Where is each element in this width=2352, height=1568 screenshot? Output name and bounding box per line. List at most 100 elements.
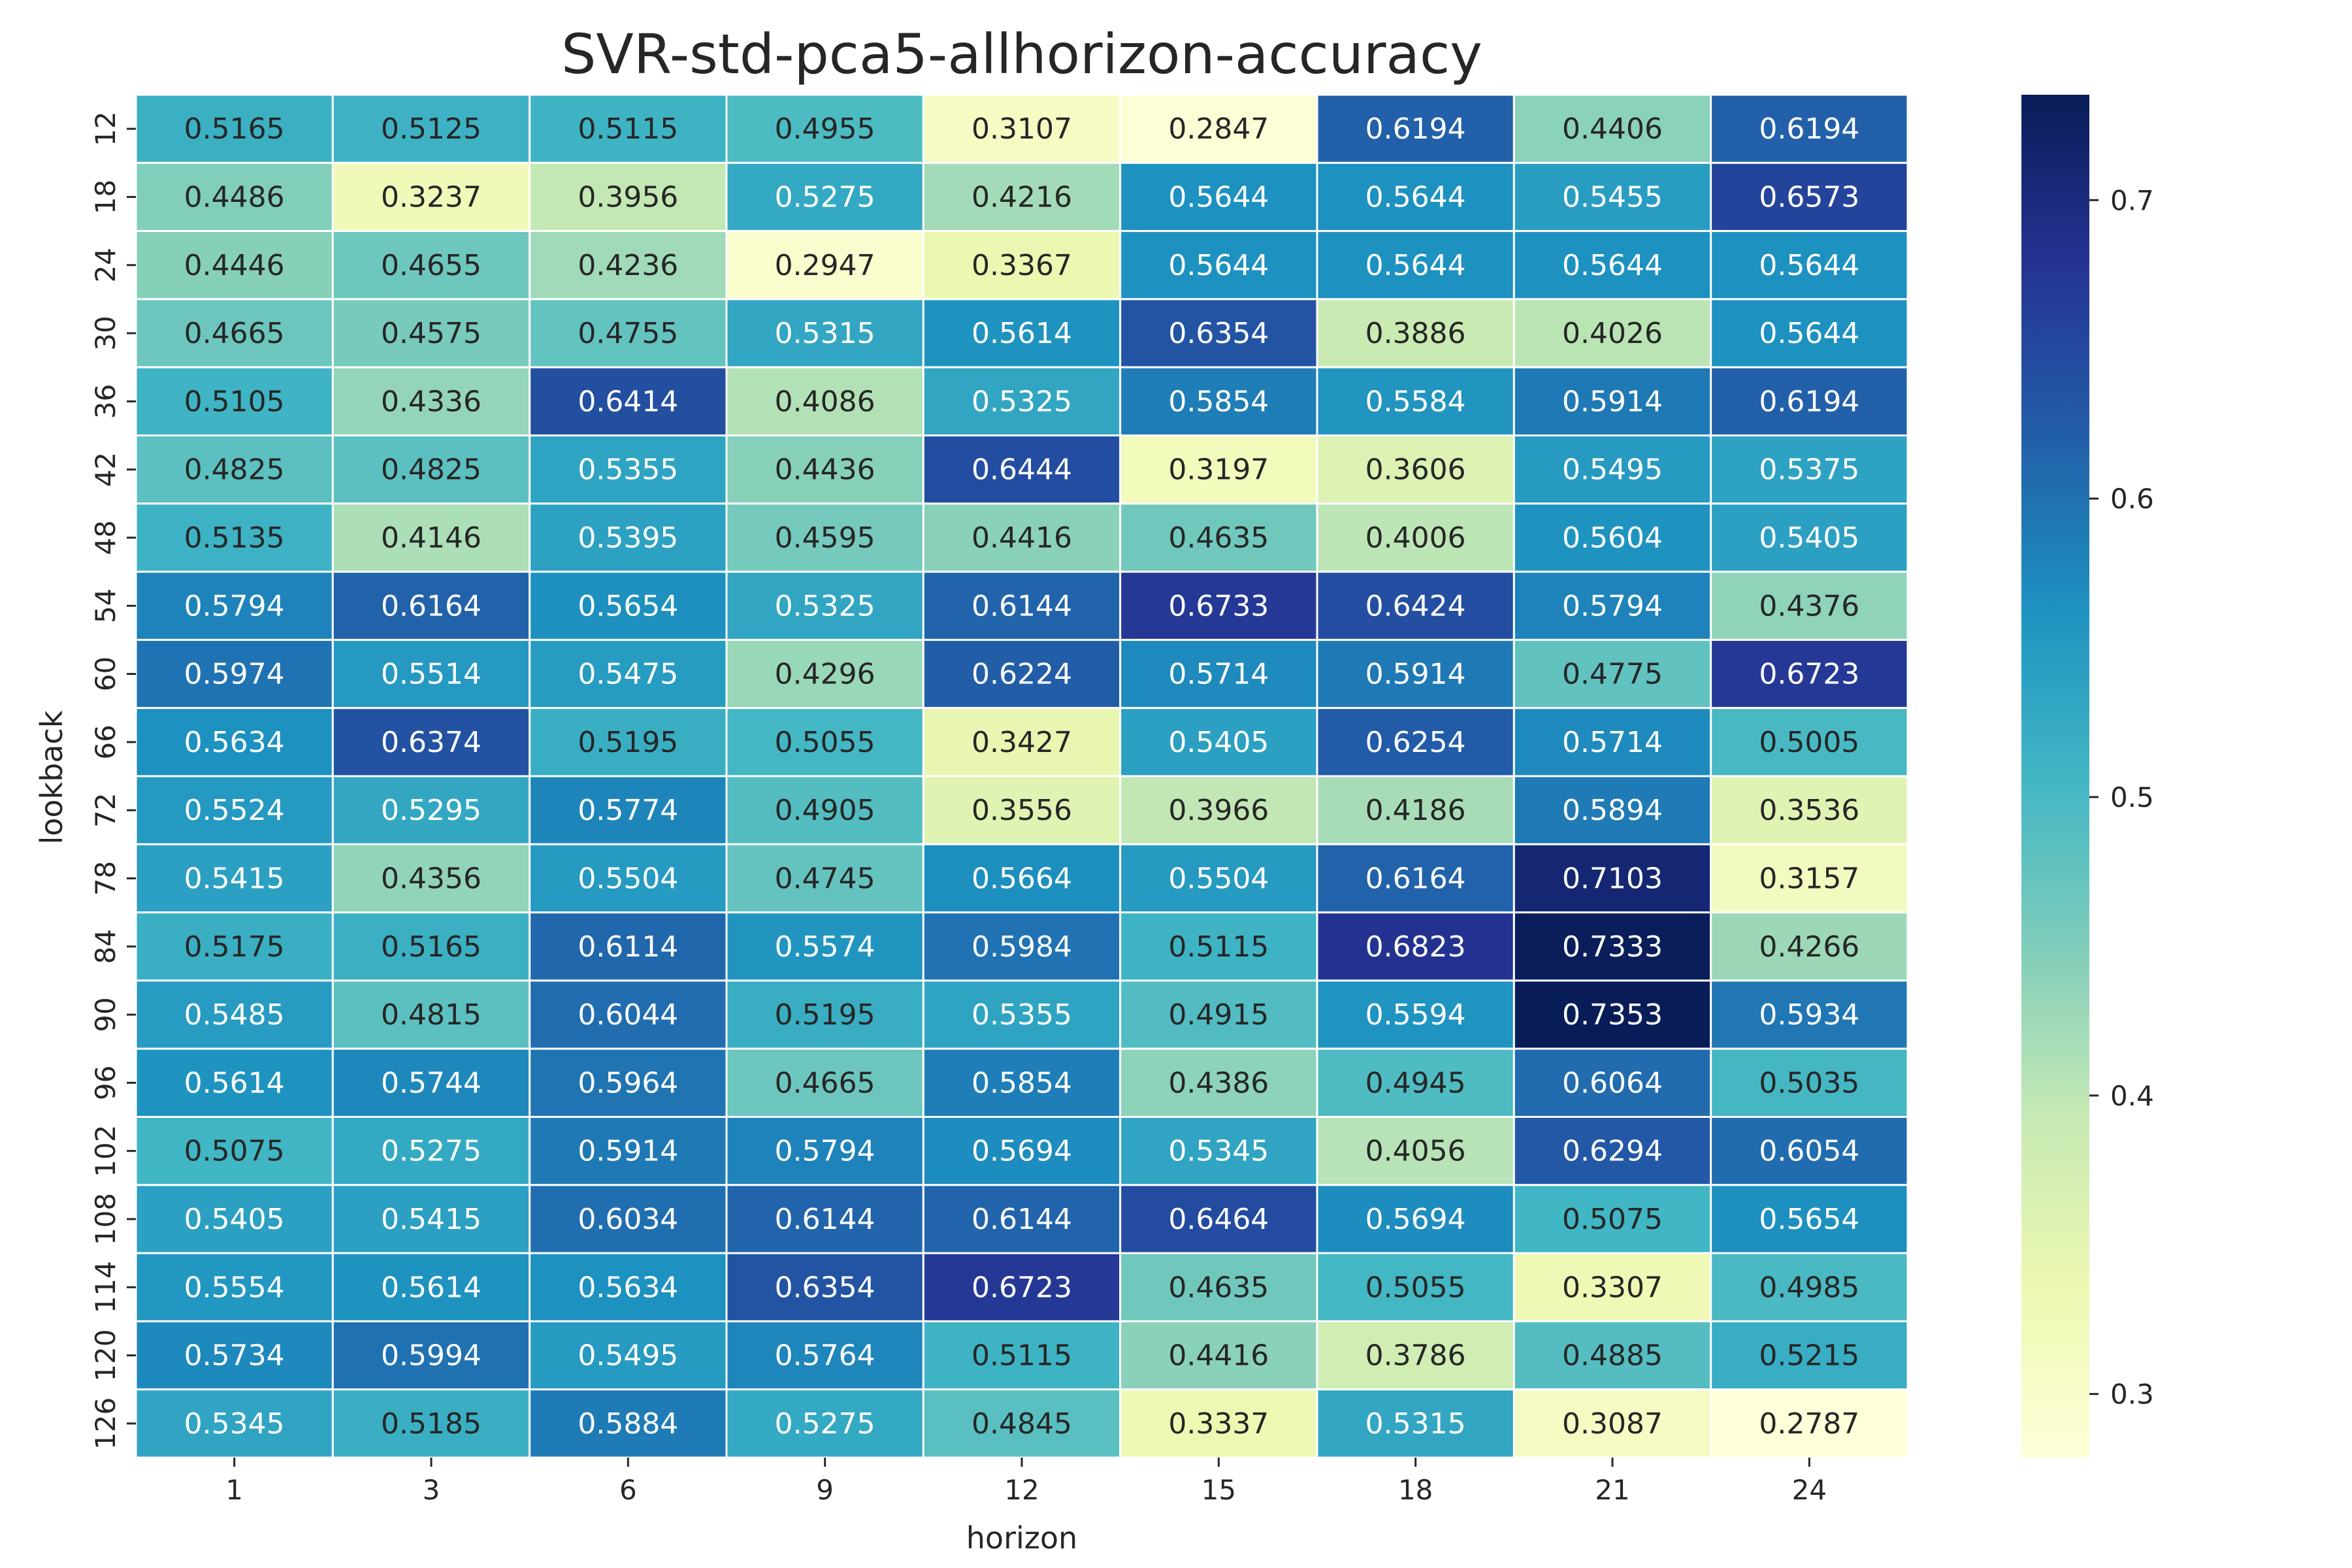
cell-value-label: 0.5664 [972,862,1072,895]
cell-value-label: 0.6424 [1365,589,1466,623]
cell-value-label: 0.7353 [1562,998,1663,1032]
cell-value-label: 0.5884 [578,1407,678,1441]
heatmap-cell [1710,502,1909,573]
heatmap-cell [331,570,531,641]
cell-value-label: 0.5415 [381,1203,482,1236]
cell-value-label: 0.5934 [1759,998,1859,1032]
heatmap-cell [135,707,334,777]
cell-value-label: 0.5175 [184,930,285,964]
cell-value-label: 0.5345 [1168,1135,1269,1168]
cell-value-label: 0.5644 [1365,249,1466,282]
cell-value-label: 0.5055 [1365,1271,1466,1304]
heatmap-cell [922,911,1122,982]
cell-value-label: 0.5854 [972,1066,1072,1100]
heatmap-cell [1710,775,1909,845]
heatmap-cell [1316,1252,1515,1322]
heatmap-cell [1710,638,1909,710]
cell-value-label: 0.4885 [1562,1339,1663,1373]
heatmap-cell [1512,638,1712,710]
heatmap-cell [331,1116,531,1186]
heatmap-cell [1316,161,1515,233]
cell-value-label: 0.3606 [1365,453,1466,487]
heatmap-cell [135,1116,334,1186]
cell-value-label: 0.3197 [1168,453,1269,487]
heatmap-cell [1710,366,1909,437]
heatmap-cell [135,775,334,845]
y-tick-label: 60 [90,657,122,691]
heatmap-cell [331,93,531,164]
colorbar [2021,95,2089,1458]
cell-value-label: 0.5994 [381,1339,482,1373]
cell-value-label: 0.4955 [775,112,875,146]
heatmap-cell [529,1388,728,1459]
colorbar-tick-label: 0.3 [2110,1379,2154,1411]
cell-value-label: 0.4635 [1168,521,1269,555]
heatmap-cell [725,161,924,233]
y-tick-label: 72 [90,792,122,827]
heatmap-cell [1119,161,1318,233]
cell-value-label: 0.5485 [184,998,285,1032]
heatmap-cell [1512,298,1712,368]
x-axis-ticks: 1 3 6 9 12 15 18 21 24 [225,1458,1827,1506]
cell-value-label: 0.4086 [775,385,875,418]
cell-value-label: 0.5914 [1562,385,1663,418]
heatmap-cell [922,570,1122,641]
cell-value-label: 0.3157 [1759,862,1859,895]
heatmap-cell [1512,1388,1712,1459]
cell-value-label: 0.4665 [184,317,285,350]
cell-value-label: 0.4336 [381,385,482,418]
heatmap-cell [1512,707,1712,777]
cell-value-label: 0.6034 [578,1203,678,1236]
heatmap-cell [1512,979,1712,1050]
cell-value-label: 0.3237 [381,180,482,214]
heatmap-cell [725,502,924,573]
cell-value-label: 0.5644 [1365,180,1466,214]
heatmap-cell [725,775,924,845]
y-tick-label: 84 [90,929,122,964]
cell-value-label: 0.5195 [775,998,875,1032]
cell-value-label: 0.6144 [775,1203,875,1236]
heatmap-cell [725,570,924,641]
x-tick-label: 21 [1595,1474,1629,1506]
cell-value-label: 0.5275 [381,1135,482,1168]
heatmap-cell [1512,366,1712,437]
heatmap-cell [1119,979,1318,1050]
cell-value-label: 0.4026 [1562,317,1663,350]
cell-value-label: 0.6354 [775,1271,875,1304]
cell-value-label: 0.4216 [972,180,1072,214]
heatmap-cell [922,707,1122,777]
heatmap-cell [135,502,334,573]
cell-value-label: 0.5275 [775,180,875,214]
heatmap-cell [331,1047,531,1118]
heatmap-cell [1316,366,1515,437]
cell-value-label: 0.6044 [578,998,678,1032]
heatmap-cell [529,230,728,301]
heatmap-cell [1119,638,1318,710]
cell-value-label: 0.5694 [1365,1203,1466,1236]
heatmap-cell [725,298,924,368]
cell-value-label: 0.5914 [1365,658,1466,691]
heatmap-cell [1119,1252,1318,1322]
cell-value-label: 0.3886 [1365,317,1466,350]
cell-value-label: 0.4595 [775,521,875,555]
cell-value-label: 0.5894 [1562,794,1663,827]
cell-value-label: 0.5405 [184,1203,285,1236]
cell-value-label: 0.4406 [1562,112,1663,146]
heatmap-cell [1710,230,1909,301]
cell-value-label: 0.4416 [1168,1339,1269,1373]
y-tick-label: 66 [90,725,122,759]
cell-value-label: 0.5075 [184,1135,285,1168]
cell-value-label: 0.4006 [1365,521,1466,555]
cell-value-label: 0.6114 [578,930,678,964]
heatmap-cell [529,911,728,982]
y-tick-label: 120 [90,1329,122,1381]
cell-value-label: 0.4815 [381,998,482,1032]
heatmap-cell [1512,1116,1712,1186]
cell-value-label: 0.5504 [1168,862,1269,895]
cell-value-label: 0.5395 [578,521,678,555]
y-tick-label: 24 [90,248,122,282]
x-tick-label: 18 [1398,1474,1433,1506]
cell-value-label: 0.5654 [1759,1203,1859,1236]
cell-value-label: 0.5455 [1562,180,1663,214]
cell-value-label: 0.5375 [1759,453,1859,487]
